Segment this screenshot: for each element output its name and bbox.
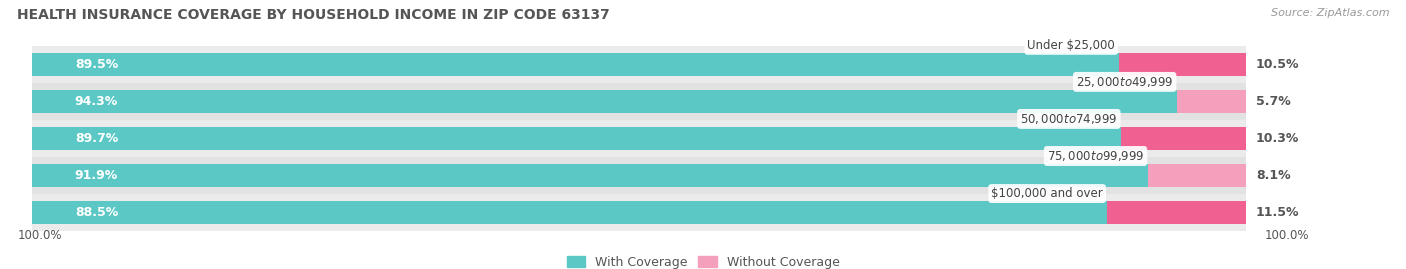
Bar (32, 46, 1246, 83)
Text: 8.1%: 8.1% (1256, 169, 1291, 182)
Text: 11.5%: 11.5% (1256, 206, 1299, 219)
Text: $25,000 to $49,999: $25,000 to $49,999 (1076, 75, 1174, 89)
Text: 88.5%: 88.5% (75, 206, 118, 219)
Text: HEALTH INSURANCE COVERAGE BY HOUSEHOLD INCOME IN ZIP CODE 63137: HEALTH INSURANCE COVERAGE BY HOUSEHOLD I… (17, 8, 610, 22)
Bar (32, 53, 1119, 76)
Bar (32, 157, 1246, 194)
Text: $100,000 and over: $100,000 and over (991, 187, 1104, 200)
Bar (32, 164, 1147, 187)
Text: 89.7%: 89.7% (75, 132, 118, 145)
Text: $75,000 to $99,999: $75,000 to $99,999 (1047, 149, 1144, 163)
Bar (32, 120, 1246, 157)
Text: 89.5%: 89.5% (75, 58, 118, 71)
Bar (1147, 164, 1246, 187)
Text: 5.7%: 5.7% (1256, 95, 1291, 108)
Text: 100.0%: 100.0% (18, 229, 62, 242)
Bar (1119, 53, 1246, 76)
Text: 91.9%: 91.9% (75, 169, 118, 182)
Text: Under $25,000: Under $25,000 (1028, 39, 1115, 52)
Bar (32, 127, 1121, 150)
Bar (32, 194, 1246, 231)
Bar (32, 90, 1177, 113)
Bar (32, 83, 1246, 120)
Text: 10.5%: 10.5% (1256, 58, 1299, 71)
Text: Source: ZipAtlas.com: Source: ZipAtlas.com (1271, 8, 1389, 18)
Text: 94.3%: 94.3% (75, 95, 118, 108)
Legend: With Coverage, Without Coverage: With Coverage, Without Coverage (561, 251, 845, 269)
Bar (1177, 90, 1246, 113)
Text: 10.3%: 10.3% (1256, 132, 1299, 145)
Bar (1121, 127, 1246, 150)
Text: $50,000 to $74,999: $50,000 to $74,999 (1021, 112, 1118, 126)
Bar (32, 201, 1107, 224)
Bar (1107, 201, 1246, 224)
Text: 100.0%: 100.0% (1264, 229, 1309, 242)
